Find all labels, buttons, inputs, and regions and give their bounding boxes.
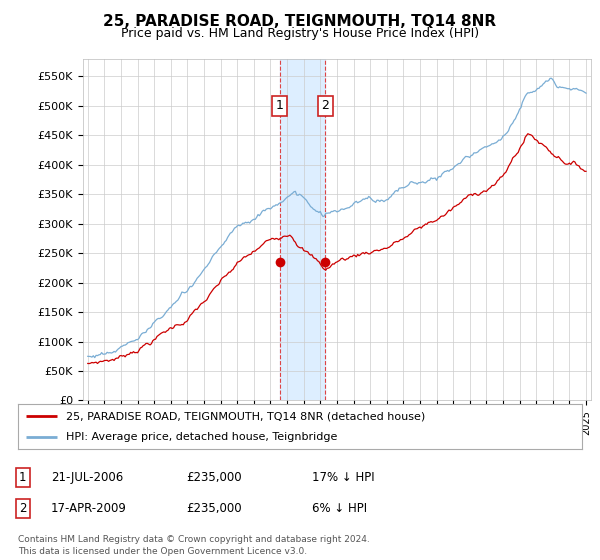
Text: 17-APR-2009: 17-APR-2009: [51, 502, 127, 515]
Text: 25, PARADISE ROAD, TEIGNMOUTH, TQ14 8NR: 25, PARADISE ROAD, TEIGNMOUTH, TQ14 8NR: [103, 14, 497, 29]
Text: 1: 1: [275, 100, 284, 113]
Bar: [280, 59, 325, 400]
Text: Contains HM Land Registry data © Crown copyright and database right 2024.
This d: Contains HM Land Registry data © Crown c…: [18, 535, 370, 556]
Text: £235,000: £235,000: [186, 502, 242, 515]
Text: 25, PARADISE ROAD, TEIGNMOUTH, TQ14 8NR (detached house): 25, PARADISE ROAD, TEIGNMOUTH, TQ14 8NR …: [66, 412, 425, 422]
Text: 6% ↓ HPI: 6% ↓ HPI: [312, 502, 367, 515]
Text: 1: 1: [19, 470, 26, 484]
Text: 2: 2: [19, 502, 26, 515]
Text: 21-JUL-2006: 21-JUL-2006: [51, 470, 123, 484]
Text: HPI: Average price, detached house, Teignbridge: HPI: Average price, detached house, Teig…: [66, 432, 337, 442]
Text: Price paid vs. HM Land Registry's House Price Index (HPI): Price paid vs. HM Land Registry's House …: [121, 27, 479, 40]
Text: 2: 2: [322, 100, 329, 113]
Text: 17% ↓ HPI: 17% ↓ HPI: [312, 470, 374, 484]
Text: £235,000: £235,000: [186, 470, 242, 484]
